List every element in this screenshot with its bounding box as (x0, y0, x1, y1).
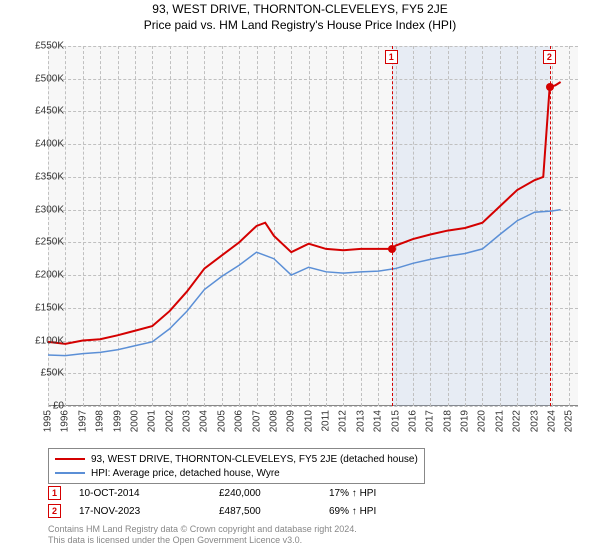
x-axis-label: 1995 (43, 410, 54, 432)
x-axis-label: 2023 (529, 410, 540, 432)
legend: 93, WEST DRIVE, THORNTON-CLEVELEYS, FY5 … (48, 448, 425, 484)
attribution: Contains HM Land Registry data © Crown c… (48, 524, 357, 547)
y-axis-label: £500K (20, 73, 64, 84)
x-axis-label: 2005 (216, 410, 227, 432)
page-subtitle: Price paid vs. HM Land Registry's House … (0, 18, 600, 32)
y-axis-label: £400K (20, 139, 64, 150)
series-line (48, 82, 561, 344)
price-chart: 12 (48, 46, 578, 406)
x-axis-label: 1997 (77, 410, 88, 432)
sale-marker-icon: 1 (48, 486, 61, 500)
sale-dot (388, 245, 396, 253)
legend-item: 93, WEST DRIVE, THORNTON-CLEVELEYS, FY5 … (55, 452, 418, 466)
y-axis-label: £50K (20, 368, 64, 379)
x-axis-label: 2019 (460, 410, 471, 432)
x-axis-label: 2008 (268, 410, 279, 432)
x-axis-label: 2013 (355, 410, 366, 432)
x-axis-label: 2025 (564, 410, 575, 432)
sale-row: 1 10-OCT-2014 £240,000 17% ↑ HPI (48, 484, 449, 502)
y-axis-label: £450K (20, 106, 64, 117)
event-marker-icon: 2 (543, 50, 556, 64)
x-axis-label: 2020 (477, 410, 488, 432)
y-axis-label: £100K (20, 335, 64, 346)
legend-swatch (55, 472, 85, 474)
x-axis-label: 2017 (425, 410, 436, 432)
legend-swatch (55, 458, 85, 460)
sale-dot (546, 83, 554, 91)
x-axis-label: 2022 (512, 410, 523, 432)
page-title: 93, WEST DRIVE, THORNTON-CLEVELEYS, FY5 … (0, 2, 600, 16)
y-axis-label: £200K (20, 270, 64, 281)
sale-date: 17-NOV-2023 (79, 506, 219, 517)
y-axis-label: £350K (20, 171, 64, 182)
x-axis-label: 2011 (321, 410, 332, 432)
x-axis-label: 2007 (251, 410, 262, 432)
x-axis-label: 2014 (373, 410, 384, 432)
x-axis-label: 1998 (95, 410, 106, 432)
x-axis-label: 2006 (234, 410, 245, 432)
sale-vs-hpi: 17% ↑ HPI (329, 488, 449, 499)
x-axis-label: 2010 (303, 410, 314, 432)
legend-item: HPI: Average price, detached house, Wyre (55, 466, 418, 480)
x-axis-label: 2016 (407, 410, 418, 432)
sale-date: 10-OCT-2014 (79, 488, 219, 499)
event-marker-icon: 1 (385, 50, 398, 64)
sale-price: £487,500 (219, 506, 329, 517)
x-axis-label: 2012 (338, 410, 349, 432)
sale-row: 2 17-NOV-2023 £487,500 69% ↑ HPI (48, 502, 449, 520)
attribution-line: This data is licensed under the Open Gov… (48, 535, 357, 546)
y-axis-label: £250K (20, 237, 64, 248)
y-axis-label: £150K (20, 302, 64, 313)
y-axis-label: £550K (20, 41, 64, 52)
x-axis-label: 2001 (147, 410, 158, 432)
sale-marker-icon: 2 (48, 504, 61, 518)
event-line (550, 46, 551, 406)
x-axis-label: 2015 (390, 410, 401, 432)
sales-table: 1 10-OCT-2014 £240,000 17% ↑ HPI 2 17-NO… (48, 484, 449, 520)
legend-label: HPI: Average price, detached house, Wyre (91, 468, 280, 479)
x-axis-label: 2024 (546, 410, 557, 432)
x-axis-label: 1999 (112, 410, 123, 432)
line-series-svg (48, 46, 578, 406)
x-axis-label: 1996 (60, 410, 71, 432)
x-axis-label: 2021 (494, 410, 505, 432)
attribution-line: Contains HM Land Registry data © Crown c… (48, 524, 357, 535)
sale-vs-hpi: 69% ↑ HPI (329, 506, 449, 517)
sale-price: £240,000 (219, 488, 329, 499)
x-axis-label: 2004 (199, 410, 210, 432)
x-axis-label: 2003 (182, 410, 193, 432)
x-axis-label: 2009 (286, 410, 297, 432)
event-line (392, 46, 393, 406)
gridline-h (48, 406, 578, 407)
x-axis-label: 2018 (442, 410, 453, 432)
x-axis-label: 2002 (164, 410, 175, 432)
x-axis-label: 2000 (129, 410, 140, 432)
y-axis-label: £300K (20, 204, 64, 215)
legend-label: 93, WEST DRIVE, THORNTON-CLEVELEYS, FY5 … (91, 454, 418, 465)
